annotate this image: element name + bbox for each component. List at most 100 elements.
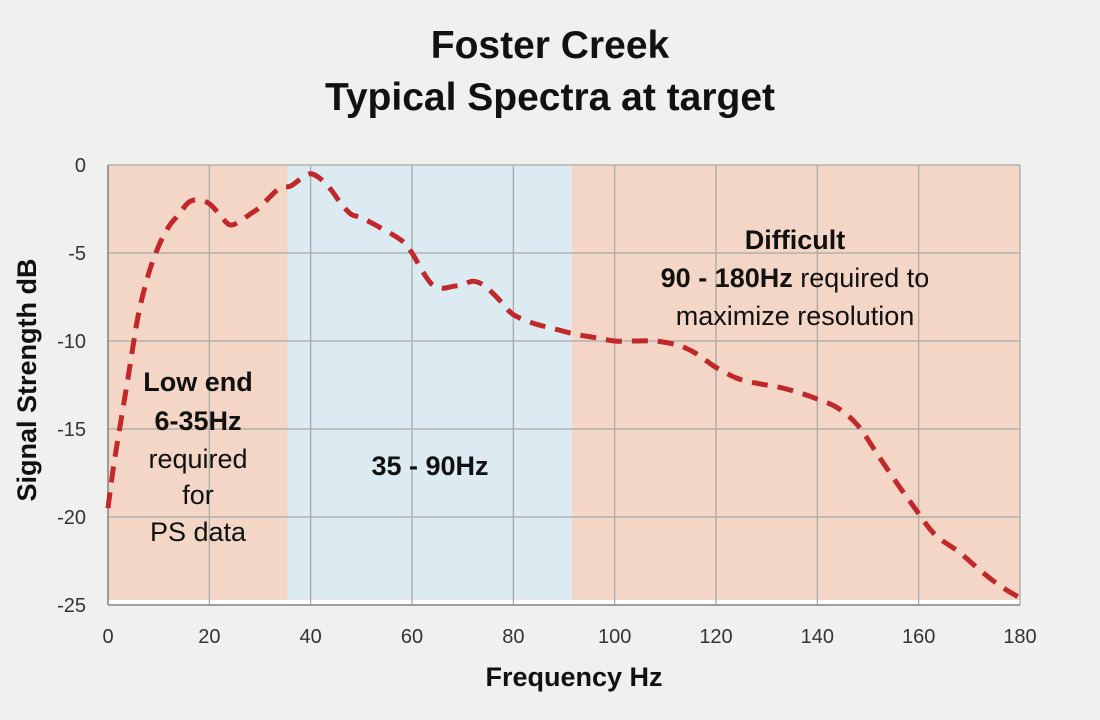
data-point (896, 483, 900, 487)
data-point (572, 332, 576, 336)
low-end-annotation-line: 6-35Hz (154, 406, 241, 436)
high-band-range-rest: required to (793, 263, 930, 293)
data-point (329, 188, 333, 192)
band-region-0 (108, 165, 288, 600)
y-tick-label: -15 (57, 419, 86, 441)
data-point (957, 550, 961, 554)
y-tick-label: 0 (75, 155, 86, 177)
x-tick-label: 120 (699, 626, 732, 648)
data-point (187, 200, 191, 204)
y-axis-title: Signal Strength dB (12, 259, 42, 502)
data-point (238, 219, 242, 223)
data-point (380, 226, 384, 230)
x-tick-label: 100 (598, 626, 631, 648)
x-tick-label: 60 (401, 626, 423, 648)
data-point (694, 351, 698, 355)
data-point (410, 251, 414, 255)
data-point (299, 177, 303, 181)
band-region-1 (287, 165, 572, 600)
data-point (775, 385, 779, 389)
data-point (126, 374, 130, 378)
series-line-0 (105, 171, 1022, 601)
data-point (111, 468, 115, 472)
data-point (400, 239, 404, 243)
data-point (147, 272, 151, 276)
data-point (349, 212, 353, 216)
data-point (714, 365, 718, 369)
data-point (501, 302, 505, 306)
data-point (309, 172, 313, 176)
y-tick-label: -5 (68, 243, 86, 265)
x-tick-label: 140 (801, 626, 834, 648)
data-point (430, 283, 434, 287)
data-point (552, 327, 556, 331)
data-point (167, 225, 171, 229)
data-point (613, 339, 617, 343)
data-point (978, 568, 982, 572)
x-axis-title: Frequency Hz (485, 662, 662, 692)
x-tick-label: 180 (1003, 626, 1036, 648)
data-point (481, 283, 485, 287)
high-band-range-bold: 90 - 180Hz (661, 263, 793, 293)
data-point (278, 186, 282, 190)
data-point (684, 346, 688, 350)
data-point (116, 436, 120, 440)
data-point (471, 279, 475, 283)
y-tick-label: -20 (57, 507, 86, 529)
data-point (511, 313, 515, 317)
data-point (177, 212, 181, 216)
data-point (815, 397, 819, 401)
data-point (207, 202, 211, 206)
high-band-annotation-line: 90 - 180Hz required to (661, 263, 930, 293)
data-point (491, 292, 495, 296)
high-band-annotation-title: Difficult (745, 225, 846, 255)
data-point (856, 424, 860, 428)
data-point (258, 205, 262, 209)
data-point (674, 343, 678, 347)
low-end-annotation-line: PS data (150, 517, 247, 547)
data-point (228, 223, 232, 227)
data-point (907, 497, 911, 501)
data-point (440, 286, 444, 290)
data-point (288, 184, 292, 188)
data-point (836, 406, 840, 410)
data-point (927, 526, 931, 530)
data-point (248, 212, 252, 216)
low-end-annotation-line: for (182, 480, 214, 510)
data-point (653, 339, 657, 343)
y-tick-label: -25 (57, 595, 86, 617)
y-tick-label: -10 (57, 331, 86, 353)
band-region-2 (571, 165, 1020, 600)
data-point (136, 313, 140, 317)
data-point (755, 381, 759, 385)
data-point (319, 177, 323, 181)
data-point (339, 202, 343, 206)
data-point (532, 321, 536, 325)
data-point (359, 216, 363, 220)
data-point (218, 212, 222, 216)
data-point (998, 584, 1002, 588)
chart-title-line-2: Typical Spectra at target (324, 76, 776, 119)
data-point (106, 506, 110, 510)
data-point (197, 198, 201, 202)
chart-title-line-1: Foster Creek (430, 24, 670, 67)
x-tick-label: 40 (300, 626, 322, 648)
data-point (451, 284, 455, 288)
data-point (795, 390, 799, 394)
x-tick-label: 20 (198, 626, 220, 648)
data-point (268, 195, 272, 199)
data-point (1018, 596, 1022, 600)
x-tick-label: 0 (102, 626, 113, 648)
data-point (734, 376, 738, 380)
data-point (917, 512, 921, 516)
data-point (592, 336, 596, 340)
mid-band-annotation: 35 - 90Hz (371, 451, 488, 481)
data-point (876, 453, 880, 457)
low-end-annotation-line: Low end (143, 367, 253, 397)
data-point (633, 339, 637, 343)
data-point (704, 358, 708, 362)
data-point (937, 536, 941, 540)
x-tick-label: 80 (502, 626, 524, 648)
